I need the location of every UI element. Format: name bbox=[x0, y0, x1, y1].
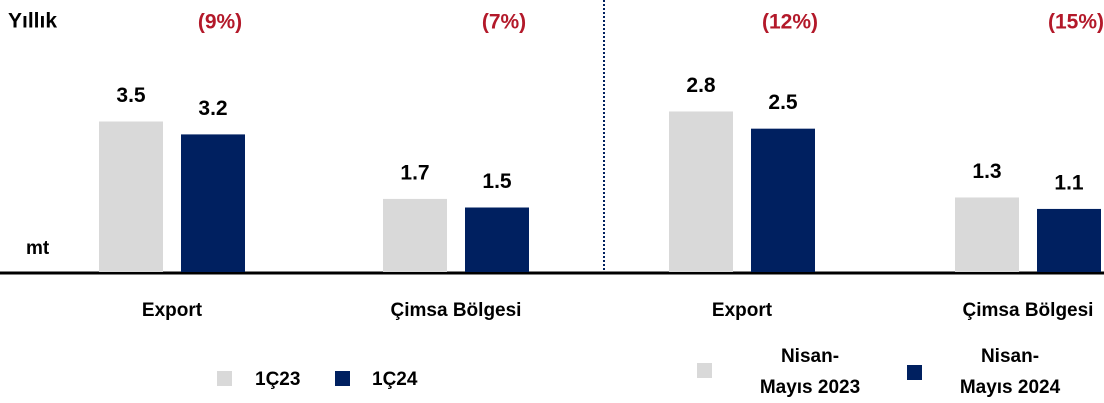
category-label: Çimsa Bölgesi bbox=[963, 300, 1094, 321]
value-label: 2.8 bbox=[686, 74, 716, 97]
change-label: (9%) bbox=[198, 11, 242, 34]
category-label: Çimsa Bölgesi bbox=[391, 300, 522, 321]
legend-label: 1Ç23 bbox=[255, 369, 301, 390]
change-label: (15%) bbox=[1048, 11, 1104, 34]
value-label: 1.3 bbox=[972, 160, 1001, 183]
value-label: 1.1 bbox=[1054, 171, 1084, 194]
bar bbox=[751, 128, 815, 272]
value-label: 3.2 bbox=[198, 97, 227, 120]
bar bbox=[465, 207, 529, 272]
legend-marker bbox=[907, 365, 922, 380]
legend-label: Nisan- Mayıs 2024 bbox=[959, 346, 1061, 398]
legend-marker bbox=[697, 363, 712, 378]
unit-label: mt bbox=[26, 238, 50, 259]
legend-marker bbox=[335, 371, 350, 386]
category-label: Export bbox=[712, 300, 773, 321]
change-label: (12%) bbox=[762, 11, 818, 34]
period-label: Yıllık bbox=[8, 10, 57, 33]
legend-label: Nisan- Mayıs 2023 bbox=[759, 346, 861, 398]
change-label: (7%) bbox=[482, 11, 526, 34]
value-label: 2.5 bbox=[768, 91, 798, 114]
bar bbox=[383, 198, 447, 272]
value-label: 1.5 bbox=[482, 170, 512, 193]
value-label: 3.5 bbox=[116, 84, 146, 107]
legend-marker bbox=[217, 371, 232, 386]
legend-label: 1Ç24 bbox=[372, 369, 418, 390]
bar bbox=[181, 134, 245, 272]
category-label: Export bbox=[142, 300, 203, 321]
bar bbox=[99, 121, 163, 272]
bar bbox=[1037, 208, 1101, 272]
value-label: 1.7 bbox=[400, 161, 429, 184]
bar bbox=[955, 197, 1019, 272]
bar bbox=[669, 111, 733, 272]
